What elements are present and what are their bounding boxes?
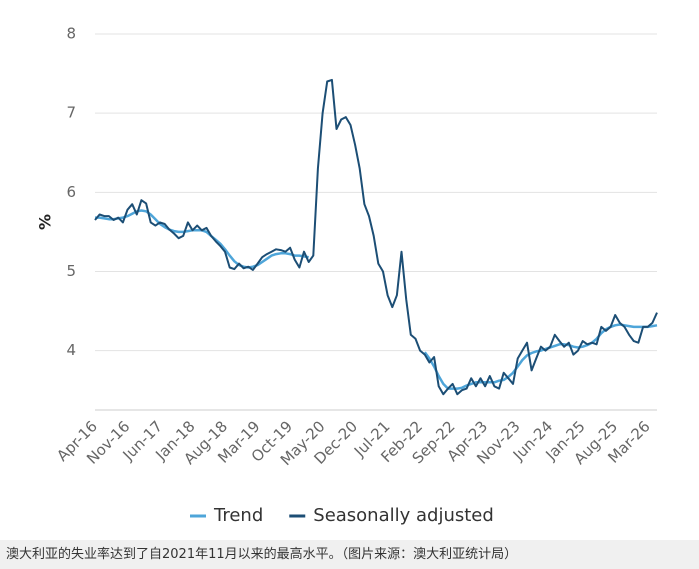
y-tick-label: 6 [66, 183, 76, 201]
legend-label: Trend [213, 505, 263, 526]
y-tick-label: 8 [66, 25, 76, 43]
series-line [94, 78, 658, 396]
y-tick-label: 5 [66, 262, 76, 280]
legend-label: Seasonally adjusted [313, 505, 494, 526]
y-tick-label: 7 [66, 104, 76, 122]
y-axis-label: % [36, 214, 55, 230]
caption: 澳大利亚的失业率达到了自2021年11月以来的最高水平。（图片来源：澳大利亚统计… [0, 540, 699, 569]
y-tick-label: 4 [66, 341, 76, 359]
chart: % 45678Apr-16Nov-16Jun-17Jan-18Aug-18Mar… [36, 25, 658, 526]
